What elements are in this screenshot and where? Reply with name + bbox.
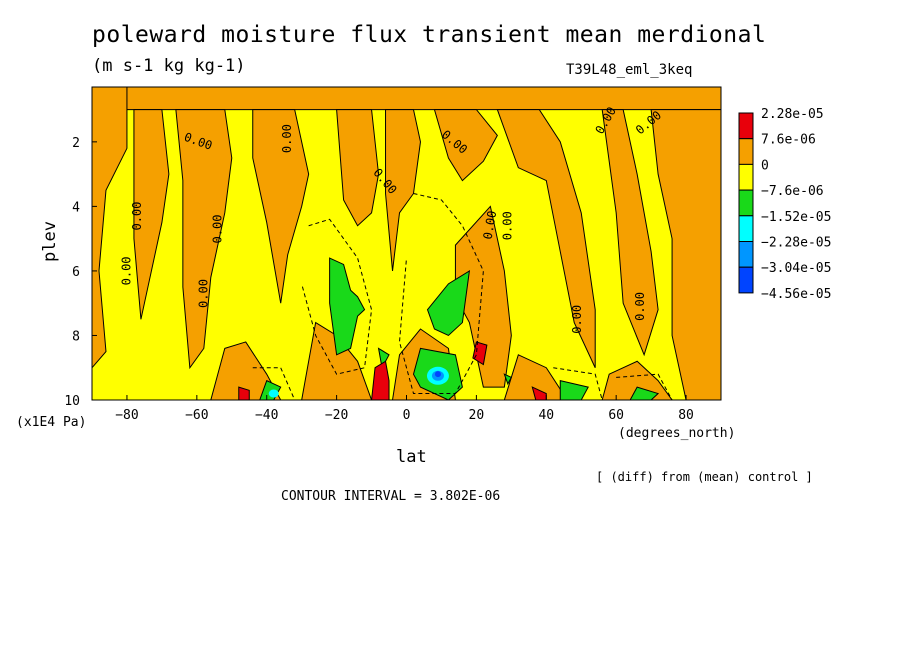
- x-axis-units: (degrees_north): [618, 426, 736, 441]
- region-positive-14: [503, 354, 568, 400]
- colorbar-swatch: [738, 189, 754, 217]
- run-name: T39L48_eml_3keq: [566, 62, 693, 78]
- colorbar-label: 0: [761, 158, 769, 173]
- x-tick-label: −20: [325, 408, 348, 423]
- chart-title: poleward moisture flux transient mean me…: [92, 22, 767, 48]
- contour-label-7: 0.00: [196, 279, 210, 308]
- region-negative-0: [329, 257, 366, 356]
- colorbar-swatch: [738, 241, 754, 268]
- colorbar-swatch: [738, 138, 754, 165]
- y-tick-label: 4: [72, 200, 80, 215]
- colorbar-swatch: [738, 112, 754, 140]
- y-axis: 2 4 6 8 10: [64, 136, 97, 409]
- region-positive-2: [133, 109, 170, 320]
- y-tick-label: 10: [64, 394, 80, 409]
- colorbar-label: −2.28e-05: [761, 236, 831, 251]
- region-maximum-0: [371, 360, 390, 400]
- region-positive-6: [385, 109, 421, 271]
- chart-units: (m s-1 kg kg-1): [92, 56, 246, 76]
- x-axis: −80 −60 −40 −20 0 20 40 60 80: [115, 395, 694, 423]
- region-positive-0: [92, 87, 721, 111]
- x-tick-label: −80: [115, 408, 138, 423]
- contour-label-6: 0.00: [119, 256, 133, 285]
- negative-contour-2: [252, 367, 296, 400]
- contour-label-5: 0.00: [210, 215, 224, 244]
- region-negative-6: [629, 386, 660, 400]
- region-positive-10: [650, 109, 721, 400]
- x-tick-label: −60: [185, 408, 208, 423]
- diff-note: [ (diff) from (mean) control ]: [596, 470, 813, 484]
- colorbar-label: −3.04e-05: [761, 261, 831, 276]
- colorbar-swatch: [738, 163, 754, 191]
- region-negative-1: [426, 269, 471, 337]
- y-tick-label: 8: [72, 329, 80, 344]
- region-positive-3: [175, 109, 233, 370]
- region-positive-5: [336, 109, 380, 227]
- contour-label-9: 0.00: [500, 211, 514, 240]
- region-positive-1: [92, 87, 128, 369]
- contour-label-4: 0.00: [130, 202, 144, 231]
- region-positive-16: [601, 360, 673, 400]
- region-positive-8: [496, 109, 596, 368]
- y-tick-label: 6: [72, 265, 80, 280]
- region-positive-7: [433, 109, 498, 182]
- region-negative-5: [559, 380, 589, 400]
- colorbar-label: 2.28e-05: [761, 107, 824, 122]
- x-axis-label: lat: [396, 447, 427, 467]
- x-tick-label: 0: [403, 408, 411, 423]
- contour-label-1: 0.00: [280, 124, 294, 153]
- colorbar-swatch: [738, 266, 754, 294]
- negative-contour-4: [616, 373, 673, 400]
- region-positive-9: [601, 109, 659, 357]
- region-strong-negative-sh: [268, 389, 279, 398]
- contour-fills: [92, 87, 721, 400]
- contour-lines: [252, 192, 673, 400]
- region-maximum-2: [531, 386, 547, 400]
- x-tick-label: −40: [255, 408, 278, 423]
- negative-contour-3: [553, 367, 603, 400]
- region-positive-4: [252, 109, 310, 304]
- colorbar-label: −4.56e-05: [761, 287, 831, 302]
- colorbar-label: 7.6e-06: [761, 133, 816, 148]
- colorbar-label: −1.52e-05: [761, 210, 831, 225]
- region-maximum-1: [472, 341, 488, 366]
- contour-label-13: 0.00: [633, 292, 647, 321]
- colorbar: 2.28e-05 7.6e-06 0 −7.6e-06 −1.52e-05 −2.28e-…: [738, 107, 831, 302]
- region-min: [434, 371, 441, 378]
- y-tick-label: 2: [72, 136, 80, 151]
- x-tick-label: 40: [538, 408, 554, 423]
- contour-label-8: 0.00: [481, 210, 500, 241]
- colorbar-swatch: [738, 215, 754, 243]
- region-maximum-3: [238, 386, 250, 400]
- contour-label-12: 0.00: [570, 305, 584, 334]
- y-axis-label: plev: [40, 221, 60, 262]
- x-tick-label: 80: [678, 408, 694, 423]
- y-axis-units: (x1E4 Pa): [16, 415, 87, 430]
- colorbar-label: −7.6e-06: [761, 184, 824, 199]
- x-tick-label: 60: [608, 408, 624, 423]
- region-negative-7: [503, 373, 513, 386]
- negative-contour-0: [301, 218, 373, 375]
- contour-interval: CONTOUR INTERVAL = 3.802E-06: [281, 489, 501, 504]
- x-tick-label: 20: [469, 408, 485, 423]
- negative-contour-1: [399, 192, 484, 395]
